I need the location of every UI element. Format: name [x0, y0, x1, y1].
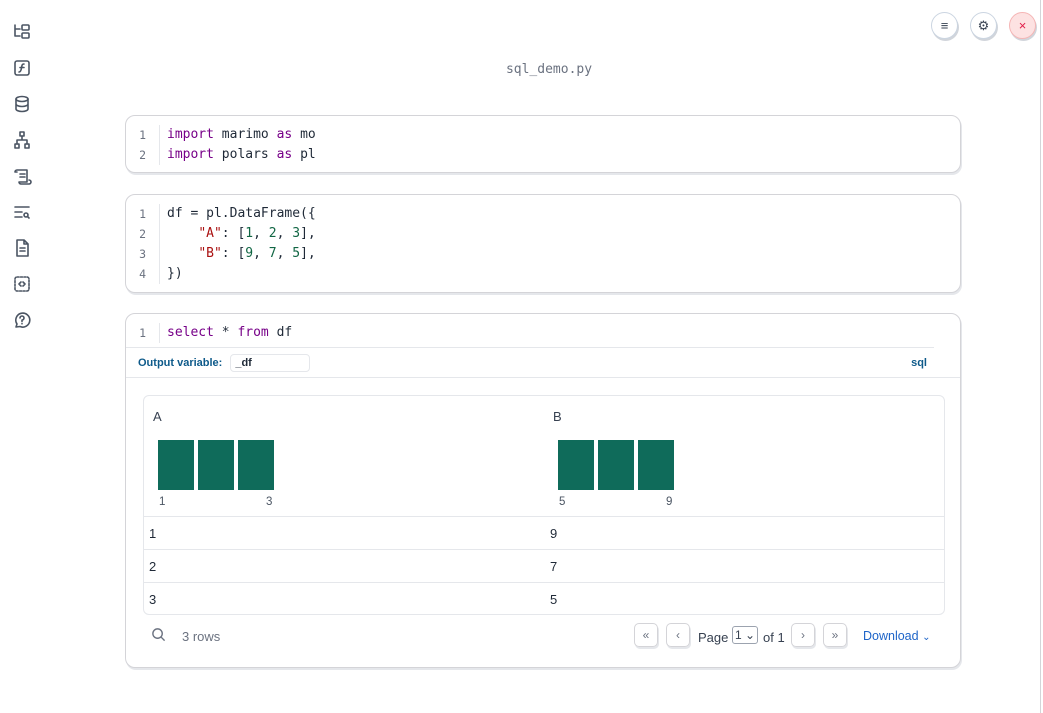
notebook-title: sql_demo.py — [505, 62, 593, 77]
snippets-icon[interactable] — [12, 274, 32, 294]
download-button[interactable]: Download ⌄ — [863, 629, 931, 643]
first-page-button[interactable]: « — [634, 623, 658, 647]
logs-icon[interactable] — [12, 166, 32, 186]
last-page-button[interactable]: » — [823, 623, 847, 647]
histogram-bar — [638, 440, 674, 490]
prev-page-button[interactable]: ‹ — [666, 623, 690, 647]
search-outline-icon[interactable] — [12, 202, 32, 222]
functions-icon[interactable] — [12, 58, 32, 78]
chevron-down-icon: ⌄ — [922, 632, 931, 643]
page-total: of 1 — [763, 630, 785, 645]
search-icon[interactable] — [151, 627, 166, 645]
histogram-bar — [598, 440, 634, 490]
column-name: B — [553, 409, 562, 424]
sidebar — [12, 22, 32, 346]
histogram-min: 5 — [559, 496, 566, 508]
histogram-bar — [198, 440, 234, 490]
sql-cell[interactable]: 1 select * from df Output variable: sql … — [125, 313, 961, 668]
settings-button[interactable]: ⚙ — [970, 12, 997, 39]
column-name: A — [153, 409, 162, 424]
dependencies-icon[interactable] — [12, 130, 32, 150]
histogram-min: 1 — [159, 496, 166, 508]
page-label: Page — [698, 630, 729, 645]
sql-output-bar: Output variable: sql — [126, 347, 934, 378]
code-editor[interactable]: import marimo as mo import polars as pl — [167, 127, 316, 162]
next-page-button[interactable]: › — [791, 623, 815, 647]
code-editor[interactable]: df = pl.DataFrame({ "A": [1, 2, 3], "B":… — [167, 206, 316, 281]
language-badge[interactable]: sql — [911, 357, 927, 369]
histogram-max: 9 — [666, 496, 673, 508]
help-icon[interactable] — [12, 310, 32, 330]
code-editor[interactable]: select * from df — [167, 325, 293, 340]
close-icon: × — [1018, 18, 1027, 33]
histogram-bar — [238, 440, 274, 490]
table-footer: 3 rows « ‹ Page 1 ⌄ of 1 › » Download ⌄ — [143, 623, 945, 653]
output-variable-input[interactable] — [230, 354, 311, 372]
close-button[interactable]: × — [1009, 12, 1036, 39]
line-numbers: 1 — [126, 323, 160, 343]
window-edge — [1040, 0, 1041, 713]
output-variable-label: Output variable: — [138, 357, 223, 369]
table-header: A 1 3 B 5 9 — [144, 396, 944, 517]
datasources-icon[interactable] — [12, 94, 32, 114]
documentation-icon[interactable] — [12, 238, 32, 258]
histogram-bar — [558, 440, 594, 490]
histogram-max: 3 — [266, 496, 273, 508]
file-explorer-icon[interactable] — [12, 22, 32, 42]
page-select[interactable]: 1 ⌄ — [732, 626, 759, 644]
menu-icon: ≡ — [940, 18, 949, 33]
gear-icon: ⚙ — [977, 17, 990, 33]
row-count: 3 rows — [182, 629, 221, 644]
histogram-bar — [158, 440, 194, 490]
menu-button[interactable]: ≡ — [931, 12, 958, 39]
